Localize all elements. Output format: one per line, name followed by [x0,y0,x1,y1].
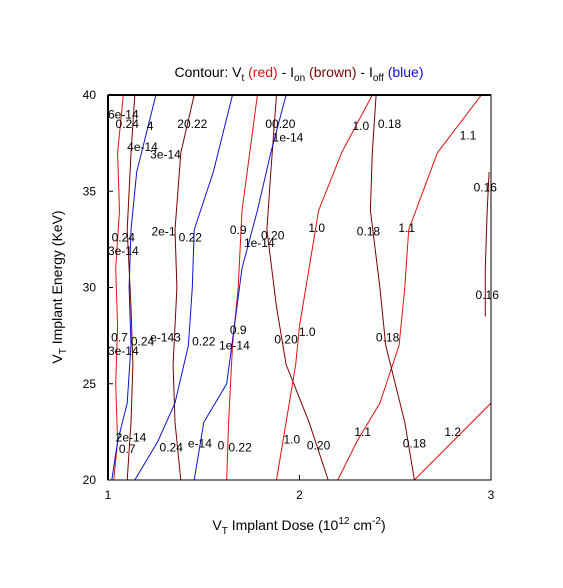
x-tick-label-1: 1 [105,488,112,502]
contour-label-36: e-14 [188,436,212,450]
contour-label-24: 0.24 [131,334,155,348]
contour-label-21: 1.1 [398,221,415,235]
x-axis-label: VT Implant Dose (1012 cm-2) [212,516,385,537]
contour-label-2: 4e-14 [127,140,158,154]
contour-label-4: 6e-14 [108,107,139,121]
contour-label-32: 0.18 [376,331,400,345]
contour-label-3: 3e-14 [150,148,181,162]
ion-contour-0p16 [484,171,490,317]
contour-label-1: 4 [147,119,154,133]
y-tick-label-25: 25 [83,377,97,391]
contour-label-12: 0.24 [112,230,136,244]
ioff-contour-3e-14 [134,95,233,480]
contour-label-18: 0.20 [261,229,285,243]
contour-label-5: 20.22 [177,117,207,131]
vt-contour-1p0 [276,95,373,480]
ion-contour-0p18 [369,95,415,480]
y-tick-label-30: 30 [83,281,97,295]
contour-label-22: 0.16 [476,288,500,302]
y-axis-label: VT Implant Energy (KeV) [49,210,69,363]
contour-label-16: 0.9 [230,223,247,237]
ioff-contour-1e-14 [193,95,287,480]
contour-label-14: 2e-1 [151,225,175,239]
vt-contour-1p1 [337,95,482,480]
y-tick-label-35: 35 [83,184,97,198]
contour-label-33: 2e-14 [116,431,147,445]
contour-label-19: 1.0 [308,221,325,235]
contour-label-31: 1.0 [299,325,316,339]
y-tick-label-40: 40 [83,88,97,102]
contour-label-42: 0.18 [403,436,427,450]
x-tick-label-3: 3 [488,488,495,502]
x-tick-label-2: 2 [296,488,303,502]
ion-contour-0p24 [126,95,136,480]
ion-contour-0p22 [172,95,195,480]
contour-label-0: 0.24 [116,117,140,131]
contour-label-28: 0.9 [230,323,247,337]
contour-label-9: 0.18 [378,117,402,131]
contour-label-30: 0.20 [274,333,298,347]
contour-lines [111,95,491,480]
ion-contour-0p20 [266,95,329,480]
contour-label-7: 1e-14 [273,130,304,144]
contour-label-34: 0.7 [119,442,136,456]
contour-label-25: 3e-14 [108,344,139,358]
contour-label-8: 1.0 [352,119,369,133]
vt-contour-1p2 [414,402,491,480]
ioff-contour-2e-14 [111,95,157,480]
contour-label-41: 1.1 [354,425,371,439]
contour-label-38: 0.22 [228,440,252,454]
contour-label-39: 1.0 [283,433,300,447]
contour-label-10: 1.1 [460,128,477,142]
vt-contour-0p7 [113,95,124,480]
contour-label-37: 0 [218,438,225,452]
contour-label-35: 0.24 [160,440,184,454]
contour-label-29: 1e-14 [219,338,250,352]
y-tick-label-20: 20 [83,473,97,487]
contour-label-40: 0.20 [307,438,331,452]
contour-label-13: 3e-14 [108,244,139,258]
contour-label-27: 0.22 [192,334,216,348]
contour-label-23: 0.7 [111,331,128,345]
contour-label-6: 00.20 [265,117,295,131]
contour-label-20: 0.18 [357,225,381,239]
contour-label-26: e-143 [150,331,181,345]
contour-label-15: 0.22 [179,230,203,244]
contour-label-11: 0.16 [474,180,498,194]
chart-title: Contour: Vt (red) - Ion (brown) - Ioff (… [175,64,424,84]
vt-contour-0p9 [226,95,258,480]
contour-label-17: 1e-14 [244,236,275,250]
contour-label-43: 1.2 [444,425,461,439]
